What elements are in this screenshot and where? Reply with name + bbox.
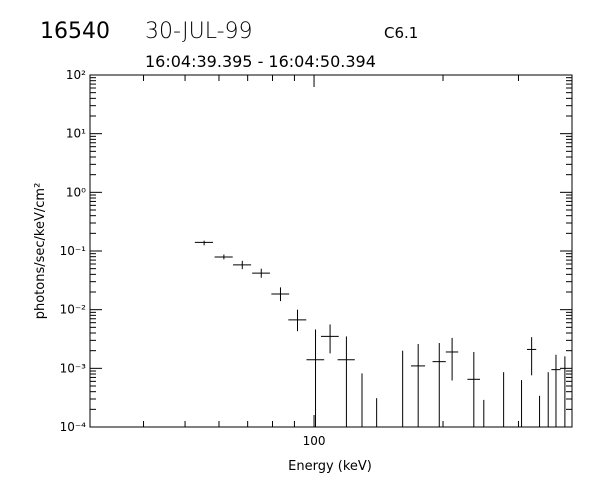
observation-date: 30-JUL-99 bbox=[145, 19, 253, 44]
y-tick-label: 10² bbox=[66, 68, 86, 82]
observation-id: 16540 bbox=[40, 19, 110, 44]
y-tick-label: 10¹ bbox=[66, 127, 86, 141]
y-tick-label: 10⁻³ bbox=[60, 361, 87, 375]
y-tick-label: 10⁻¹ bbox=[60, 244, 87, 258]
y-axis-label: photons/sec/keV/cm² bbox=[33, 183, 48, 320]
x-tick-label: 100 bbox=[303, 434, 326, 448]
time-range: 16:04:39.395 - 16:04:50.394 bbox=[145, 52, 376, 71]
x-axis-label: Energy (keV) bbox=[288, 459, 372, 474]
flare-class: C6.1 bbox=[384, 24, 418, 42]
y-tick-label: 10⁻⁴ bbox=[60, 420, 87, 434]
y-tick-label: 10⁰ bbox=[66, 185, 86, 199]
y-tick-label: 10⁻² bbox=[60, 303, 87, 317]
data-layer bbox=[194, 240, 566, 427]
